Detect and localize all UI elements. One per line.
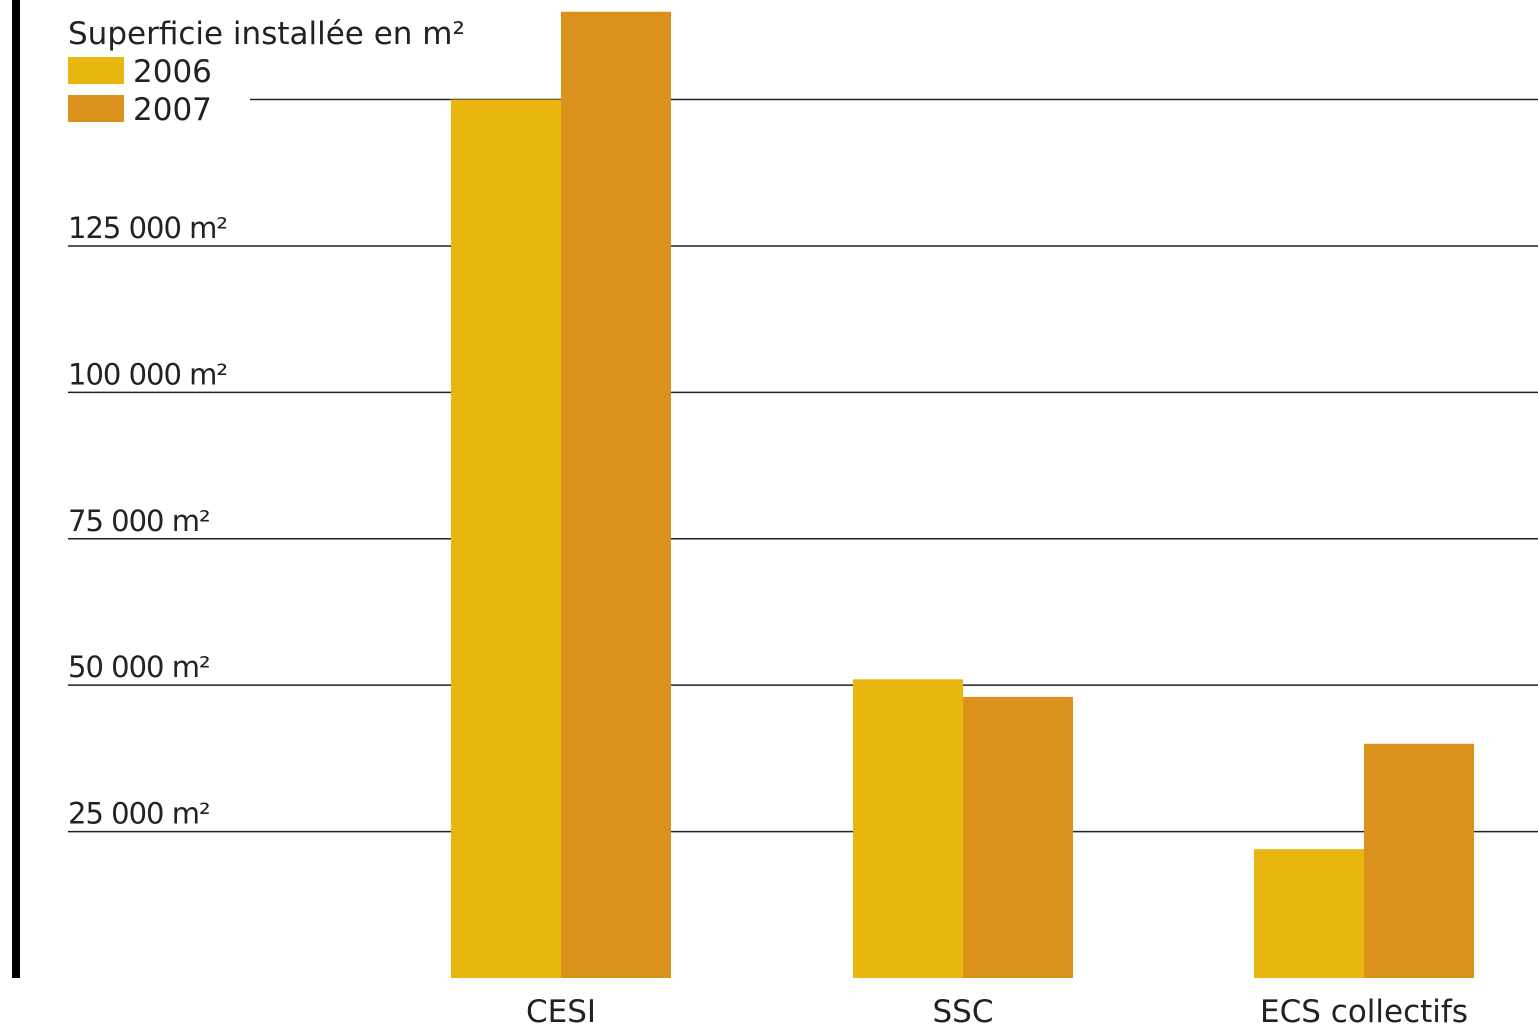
- bars: [451, 11, 1474, 978]
- chart-title: Superficie installée en m²: [68, 16, 465, 52]
- gridlines: [68, 98, 1538, 833]
- bar-cesi-2007: [561, 11, 671, 978]
- bar-ecs-collectifs-2007: [1364, 743, 1474, 978]
- category-label: ECS collectifs: [1260, 994, 1468, 1029]
- y-tick-label: 25 000 m²: [68, 797, 210, 831]
- bar-ssc-2006: [853, 679, 963, 978]
- legend: 2006 2007: [68, 54, 212, 128]
- legend-swatch-2007: [68, 95, 124, 122]
- category-labels: CESI SSC ECS collectifs: [526, 994, 1468, 1029]
- category-label: SSC: [932, 994, 993, 1029]
- bar-ssc-2007: [963, 696, 1073, 978]
- legend-swatch-2006: [68, 57, 124, 84]
- legend-label-2007: 2007: [133, 92, 212, 128]
- y-tick-label: 75 000 m²: [68, 504, 210, 538]
- y-tick-label: 50 000 m²: [68, 650, 210, 684]
- y-tick-labels: 25 000 m² 50 000 m² 75 000 m² 100 000 m² 125…: [68, 211, 228, 831]
- bar-cesi-2006: [451, 99, 561, 978]
- legend-label-2006: 2006: [133, 54, 212, 90]
- y-axis-line: [12, 0, 20, 978]
- category-label: CESI: [526, 994, 596, 1029]
- y-tick-label: 100 000 m²: [68, 357, 227, 391]
- bar-ecs-collectifs-2006: [1254, 849, 1364, 978]
- y-tick-label: 125 000 m²: [68, 211, 227, 245]
